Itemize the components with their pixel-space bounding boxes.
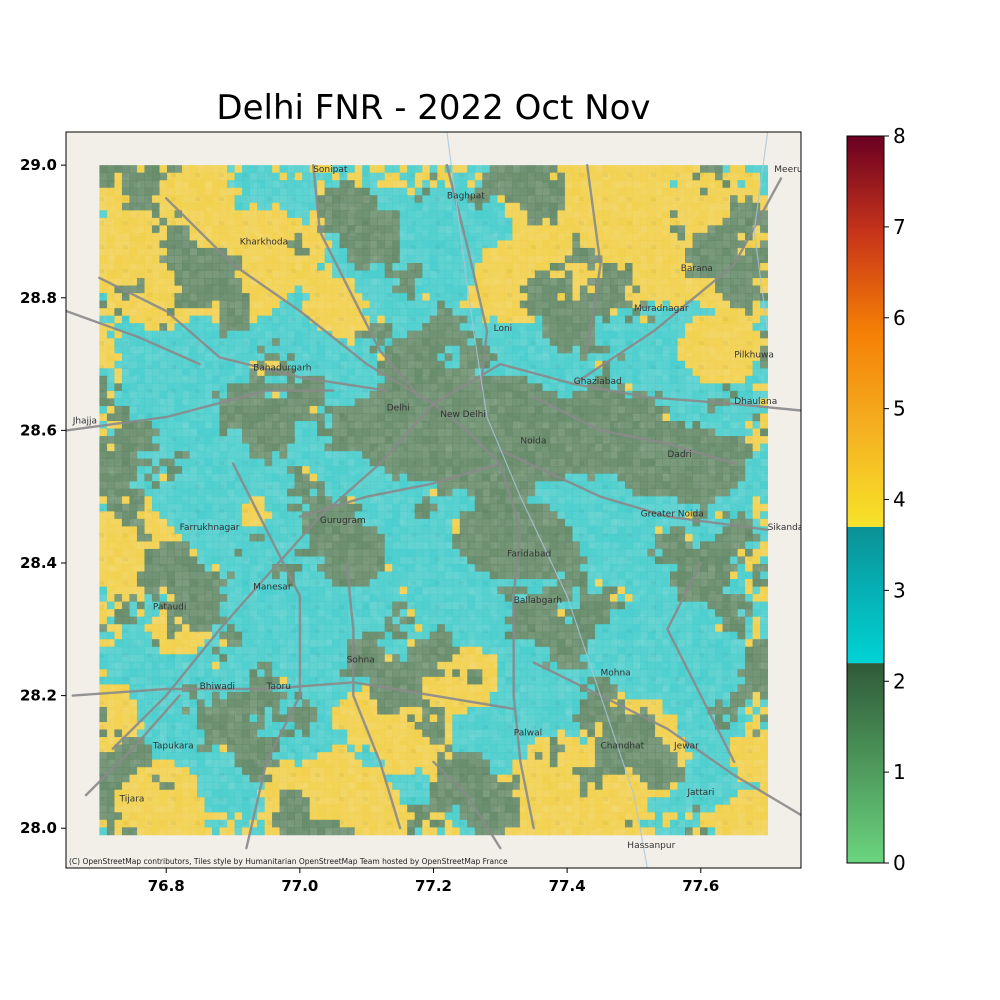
map-title: Delhi FNR - 2022 Oct Nov — [216, 88, 651, 128]
